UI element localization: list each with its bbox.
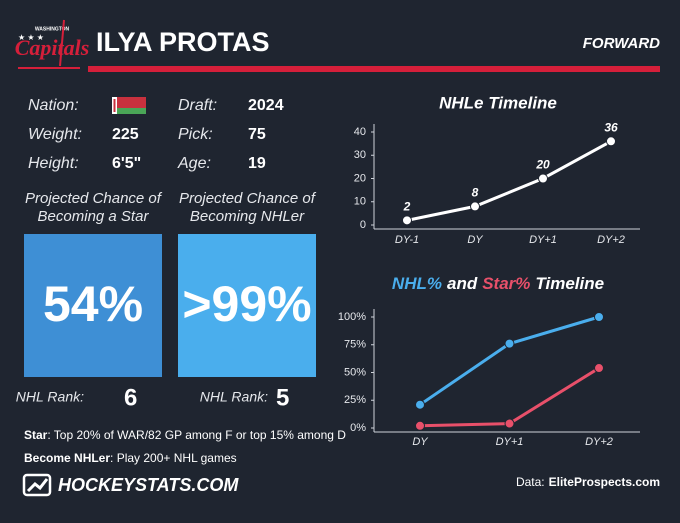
site-name: HOCKEYSTATS.COM bbox=[58, 475, 239, 495]
point bbox=[415, 420, 425, 431]
legend-entry: NHL% bbox=[392, 274, 442, 293]
header-rule-left bbox=[18, 67, 80, 69]
bio-value: 2024 bbox=[248, 97, 284, 114]
logo-stars: ★ ★ ★ bbox=[18, 33, 44, 42]
point bbox=[504, 338, 515, 349]
projection-box bbox=[24, 234, 162, 377]
bio-label: Weight: bbox=[28, 126, 82, 143]
point bbox=[538, 173, 548, 184]
logo-top: WASHINGTON bbox=[35, 26, 70, 32]
footnote-term: Star bbox=[24, 428, 48, 442]
title-suffix: Timeline bbox=[535, 274, 604, 293]
rank-label: NHL Rank: bbox=[16, 389, 84, 405]
point bbox=[504, 418, 515, 429]
footnote-text: : Play 200+ NHL games bbox=[110, 451, 237, 465]
projection-title: Becoming NHLer bbox=[190, 208, 305, 225]
y-tick-label: 0% bbox=[350, 422, 366, 434]
y-tick-label: 40 bbox=[354, 126, 366, 138]
data-label: 20 bbox=[535, 158, 550, 172]
x-tick-label: DY+1 bbox=[496, 436, 524, 448]
footnote-term: Become NHLer bbox=[24, 451, 110, 465]
chart-title: NHLe Timeline bbox=[439, 93, 557, 112]
footnote: Star: Top 20% of WAR/82 GP among F or to… bbox=[24, 428, 346, 442]
bio-label: Draft: bbox=[178, 97, 217, 114]
point bbox=[594, 363, 604, 374]
line bbox=[406, 139, 612, 222]
point bbox=[606, 136, 616, 147]
footnote-text: : Top 20% of WAR/82 GP among F or top 15… bbox=[47, 428, 346, 442]
bio-value: 225 bbox=[112, 126, 139, 143]
projection-value: 54% bbox=[43, 276, 143, 332]
point bbox=[402, 215, 412, 226]
bio-value: 6'5" bbox=[112, 155, 141, 172]
projection-title: Projected Chance of bbox=[179, 190, 317, 207]
y-tick-label: 75% bbox=[344, 339, 366, 351]
y-tick-label: 10 bbox=[354, 196, 366, 208]
projection-box bbox=[178, 234, 316, 377]
x-tick-label: DY+2 bbox=[585, 436, 613, 448]
point bbox=[594, 312, 604, 322]
point bbox=[415, 399, 425, 410]
bio-label: Nation: bbox=[28, 97, 79, 114]
player-position: FORWARD bbox=[583, 35, 660, 52]
source-name: EliteProspects.com bbox=[549, 475, 660, 489]
y-tick-label: 0 bbox=[360, 219, 366, 231]
data-label: 2 bbox=[403, 200, 411, 214]
footnote: Become NHLer: Play 200+ NHL games bbox=[24, 451, 237, 465]
y-tick-label: 20 bbox=[354, 172, 366, 184]
point bbox=[470, 201, 480, 212]
y-tick-label: 50% bbox=[344, 366, 366, 378]
logo-main: Capitals bbox=[15, 35, 90, 60]
player-name: ILYA PROTAS bbox=[96, 27, 270, 57]
logo: WASHINGTON ★ ★ ★ Capitals bbox=[15, 19, 90, 67]
source: Data: EliteProspects.com bbox=[516, 475, 660, 489]
bio-label: Height: bbox=[28, 155, 79, 172]
x-tick-label: DY+2 bbox=[597, 234, 625, 246]
title-connector: and bbox=[447, 274, 478, 293]
bio-value: 19 bbox=[248, 155, 266, 172]
bio-value: 75 bbox=[248, 126, 266, 143]
data-label: 8 bbox=[472, 186, 479, 200]
flag bbox=[112, 97, 146, 114]
bio-label: Pick: bbox=[178, 126, 213, 143]
y-tick-label: 25% bbox=[344, 394, 366, 406]
x-tick-label: DY bbox=[412, 436, 428, 448]
x-tick-label: DY bbox=[467, 234, 483, 246]
x-tick-label: DY-1 bbox=[395, 234, 419, 246]
rank-value: 5 bbox=[276, 384, 289, 411]
bio-label: Age: bbox=[177, 155, 211, 172]
projection-title: Becoming a Star bbox=[38, 208, 150, 225]
y-tick-label: 30 bbox=[354, 149, 366, 161]
legend-entry: Star% bbox=[482, 274, 530, 293]
site-icon bbox=[22, 473, 52, 497]
y-tick-label: 100% bbox=[338, 311, 366, 323]
header-rule bbox=[88, 66, 660, 72]
x-tick-label: DY+1 bbox=[529, 234, 557, 246]
chart-title: NHL% and Star% Timeline bbox=[392, 274, 604, 293]
logo-stick bbox=[59, 19, 65, 67]
data-label: 36 bbox=[604, 120, 618, 134]
source-label: Data: bbox=[516, 475, 545, 489]
projection-value: >99% bbox=[182, 276, 311, 332]
rank-label: NHL Rank: bbox=[200, 389, 268, 405]
projection-title: Projected Chance of bbox=[25, 190, 163, 207]
rank-value: 6 bbox=[124, 384, 137, 411]
